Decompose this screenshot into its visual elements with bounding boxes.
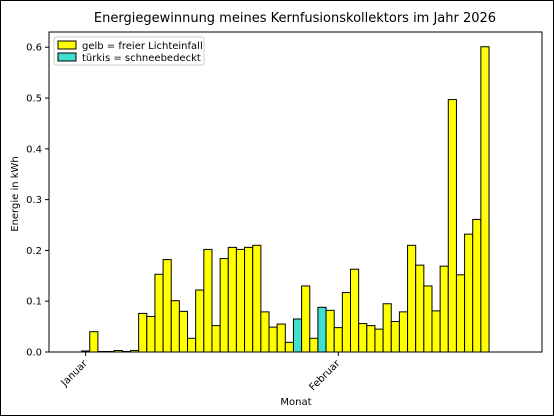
- y-tick-label: 0.4: [26, 144, 42, 155]
- bar: [276, 323, 286, 353]
- x-tick-label: Februar: [307, 358, 343, 394]
- bar: [260, 311, 270, 353]
- bar: [301, 285, 311, 353]
- legend-box: [53, 36, 205, 66]
- y-tick-label: 0.6: [26, 43, 42, 54]
- x-ticks: Januar Februar: [59, 352, 343, 393]
- bar: [162, 259, 172, 353]
- bar: [455, 274, 466, 353]
- y-ticks: 0.0 0.1 0.2 0.3 0.4 0.5 0.6: [26, 43, 49, 359]
- bar: [211, 325, 221, 353]
- bar: [195, 289, 205, 353]
- plot-area-border: [48, 31, 543, 353]
- bar: [366, 325, 376, 353]
- bar: [309, 337, 319, 353]
- bar: [170, 300, 180, 353]
- bar: [464, 233, 474, 353]
- bar: [284, 341, 294, 353]
- legend-label: türkis = schneebedeckt: [82, 53, 201, 64]
- bar: [187, 337, 197, 353]
- bar: [423, 285, 433, 353]
- y-tick-label: 0.5: [26, 94, 42, 105]
- x-axis-label: Monat: [280, 397, 311, 408]
- bar: [472, 218, 482, 353]
- bar: [252, 244, 262, 353]
- bar: [358, 323, 368, 353]
- bar: [431, 310, 441, 353]
- bar: [178, 310, 189, 353]
- bar: [390, 321, 400, 353]
- bar: [235, 248, 246, 353]
- bar: [350, 268, 360, 353]
- bar: [244, 246, 254, 353]
- bar: [89, 331, 99, 353]
- bar: [146, 315, 156, 353]
- bar: [227, 246, 237, 353]
- bar: [268, 326, 278, 353]
- bar: [382, 303, 392, 353]
- bar: [203, 248, 213, 353]
- legend-swatch: [57, 40, 77, 50]
- bar: [398, 311, 409, 353]
- bar: [374, 328, 384, 353]
- bar-group: [81, 46, 490, 353]
- bar: [341, 292, 352, 353]
- x-tick-label: Januar: [59, 358, 91, 390]
- bar: [447, 99, 457, 353]
- bar: [138, 312, 148, 353]
- bar: [292, 318, 303, 353]
- y-tick-label: 0.3: [26, 195, 42, 206]
- y-axis-label: Energie in kWh: [10, 156, 21, 232]
- bar: [219, 258, 229, 353]
- legend-swatch: [57, 52, 77, 62]
- y-tick-label: 0.0: [26, 348, 42, 359]
- chart-title: Energiegewinnung meines Kernfusionskolle…: [94, 11, 496, 26]
- legend-label: gelb = freier Lichteinfall: [82, 41, 203, 52]
- y-tick-label: 0.1: [26, 297, 42, 308]
- bar: [407, 244, 417, 353]
- bar: [439, 265, 449, 353]
- bar: [325, 309, 335, 353]
- bar: [480, 46, 490, 353]
- y-tick-label: 0.2: [26, 246, 42, 257]
- bar: [415, 264, 425, 353]
- bar: [154, 273, 164, 353]
- bar: [333, 327, 343, 353]
- bar: [317, 306, 327, 353]
